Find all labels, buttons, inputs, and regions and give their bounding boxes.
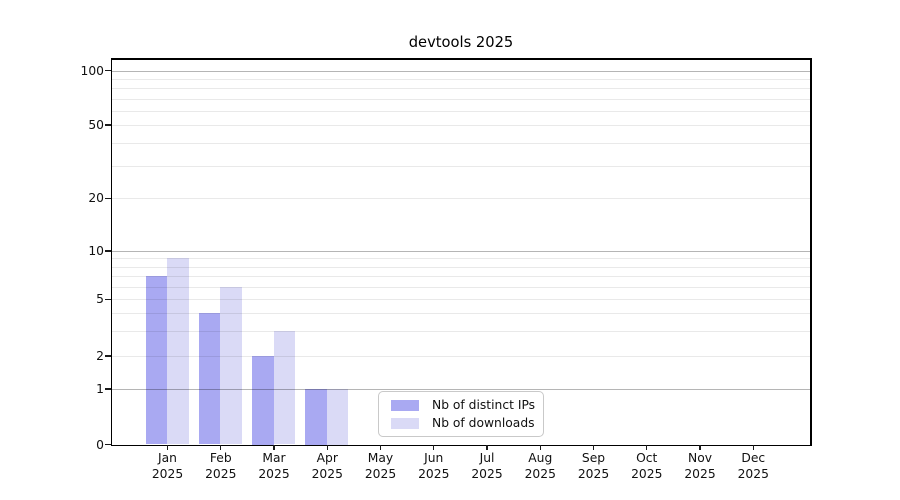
- x-tick-mark: [433, 444, 435, 450]
- x-tick-mark: [166, 444, 169, 450]
- x-tick-mark: [486, 444, 488, 450]
- gridline-major: [112, 251, 810, 252]
- x-axis-line: [111, 444, 811, 446]
- y-tick-label: 1: [96, 382, 104, 396]
- x-tick-label: Dec 2025: [737, 451, 769, 481]
- y-tick-mark: [105, 124, 111, 126]
- y-tick-label: 10: [88, 244, 104, 258]
- x-tick-mark: [539, 444, 541, 450]
- x-tick-label: Jan 2025: [151, 451, 184, 481]
- y-tick-mark: [105, 298, 111, 300]
- gridline-minor: [112, 125, 810, 126]
- gridline-minor: [112, 266, 810, 268]
- legend-item-downloads: Nb of downloads: [391, 416, 535, 430]
- x-tick-mark: [273, 444, 275, 450]
- y-tick-mark: [105, 197, 111, 199]
- x-tick-mark: [326, 444, 328, 450]
- chart-title: devtools 2025: [408, 34, 514, 51]
- y-tick-mark: [105, 355, 111, 357]
- x-tick-mark: [220, 444, 222, 450]
- y-tick-mark: [105, 250, 111, 252]
- x-tick-mark: [699, 444, 701, 450]
- x-tick-mark: [646, 444, 648, 450]
- bar-downloads-mar: [273, 330, 295, 445]
- x-tick-label: Oct 2025: [631, 451, 663, 481]
- x-tick-label: Apr 2025: [311, 451, 343, 481]
- plot-area: [105, 58, 812, 450]
- gridline-minor: [112, 78, 810, 80]
- x-tick-label: Jun 2025: [418, 451, 450, 481]
- x-tick-label: May 2025: [364, 451, 397, 481]
- gridline-minor: [112, 88, 810, 90]
- x-tick-label: Sep 2025: [577, 451, 610, 481]
- bar-downloads-feb: [220, 286, 242, 445]
- y-tick-mark: [105, 70, 111, 72]
- bar-distinct-ips-mar: [252, 356, 274, 445]
- y-tick-label: 50: [88, 118, 104, 132]
- y-tick-label: 20: [88, 191, 104, 206]
- gridline-minor: [112, 198, 810, 200]
- legend-item-distinct-ips: Nb of distinct IPs: [391, 398, 536, 412]
- gridline-minor: [112, 110, 810, 112]
- y-tick-label: 2: [96, 349, 104, 363]
- x-tick-label: Feb 2025: [205, 451, 237, 481]
- y-tick-label: 0: [96, 437, 104, 452]
- legend-label-distinct-ips: Nb of distinct IPs: [432, 398, 536, 412]
- x-tick-label: Mar 2025: [258, 451, 290, 481]
- gridline-major: [112, 70, 810, 72]
- gridline-minor: [112, 275, 810, 277]
- x-tick-mark: [592, 444, 595, 450]
- bar-downloads-apr: [326, 389, 349, 445]
- gridline-major: [112, 389, 810, 390]
- x-tick-label: Nov 2025: [684, 451, 716, 481]
- left-spine: [110, 58, 112, 446]
- bar-downloads-jan: [167, 258, 189, 445]
- y-tick-mark: [105, 388, 111, 390]
- x-tick-label: Jul 2025: [471, 451, 503, 481]
- bar-distinct-ips-feb: [198, 313, 221, 445]
- legend: Nb of distinct IPs Nb of downloads: [378, 391, 544, 437]
- y-tick-label: 100: [80, 63, 104, 78]
- legend-swatch-distinct-ips: [391, 399, 419, 411]
- gridline-minor: [112, 142, 810, 144]
- x-tick-mark: [752, 444, 754, 450]
- x-tick-mark: [379, 444, 382, 450]
- x-tick-label: Aug 2025: [524, 451, 556, 481]
- bar-distinct-ips-apr: [305, 389, 327, 445]
- y-tick-mark: [105, 443, 111, 446]
- gridline-minor: [112, 330, 810, 332]
- top-spine: [111, 58, 811, 60]
- gridline-minor: [112, 299, 810, 301]
- legend-label-downloads: Nb of downloads: [432, 416, 535, 430]
- gridline-minor: [112, 258, 810, 260]
- gridline-minor: [112, 313, 810, 315]
- y-tick-label: 5: [96, 292, 104, 307]
- gridline-minor: [112, 286, 810, 288]
- right-spine: [810, 58, 812, 446]
- legend-swatch-downloads: [391, 417, 419, 429]
- gridline-minor: [112, 356, 810, 357]
- gridline-minor: [112, 165, 810, 167]
- gridline-minor: [112, 98, 810, 100]
- bar-distinct-ips-jan: [145, 275, 167, 445]
